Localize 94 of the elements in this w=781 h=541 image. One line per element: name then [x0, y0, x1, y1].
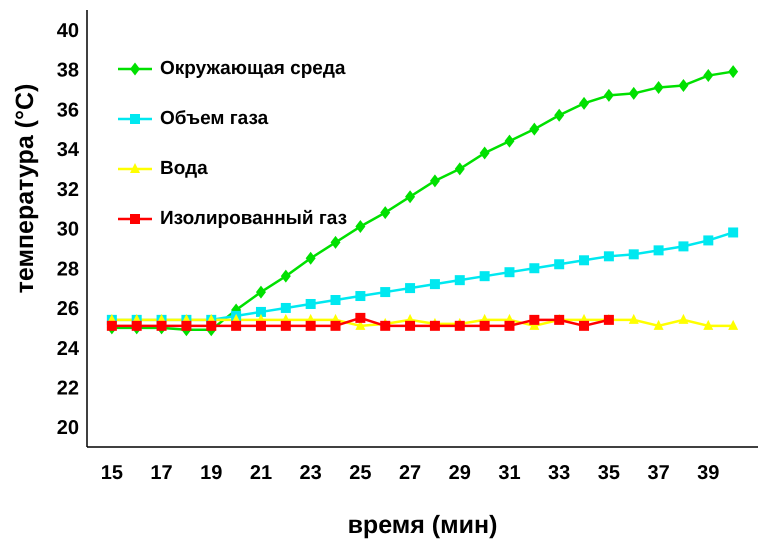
- point: [504, 267, 514, 278]
- point: [480, 320, 490, 331]
- point: [628, 86, 639, 100]
- point: [355, 220, 366, 234]
- x-tick-label: 23: [300, 462, 322, 484]
- point: [280, 302, 291, 313]
- y-tick-label: 32: [56, 178, 79, 201]
- point: [330, 295, 341, 306]
- point: [628, 314, 639, 324]
- point: [703, 320, 714, 330]
- point: [480, 271, 490, 282]
- x-tick-label: 37: [647, 462, 670, 484]
- x-tick-label: 17: [150, 462, 173, 484]
- point: [728, 320, 738, 330]
- point: [579, 320, 590, 331]
- point: [330, 236, 341, 249]
- point: [628, 249, 639, 260]
- point: [678, 241, 688, 252]
- point: [504, 134, 514, 148]
- point: [430, 279, 440, 290]
- point: [256, 286, 266, 299]
- point: [654, 80, 664, 94]
- point: [703, 235, 714, 246]
- point: [454, 275, 465, 286]
- point: [480, 146, 490, 160]
- legend-label: Объем газа: [160, 108, 268, 130]
- point: [106, 320, 117, 331]
- y-tick-label: 22: [56, 378, 79, 400]
- x-tick-label: 15: [100, 462, 123, 484]
- point: [604, 88, 614, 102]
- point: [306, 252, 316, 265]
- point: [355, 312, 366, 323]
- point: [132, 320, 142, 331]
- x-tick-label: 29: [448, 462, 471, 484]
- point: [579, 96, 590, 110]
- point: [554, 108, 564, 122]
- point: [654, 245, 664, 256]
- x-tick-label: 27: [398, 462, 422, 484]
- point: [306, 298, 316, 309]
- legend-label: Окружающая среда: [160, 58, 346, 80]
- legend-label: Изолированный газ: [160, 208, 348, 230]
- point: [529, 263, 540, 274]
- point: [678, 314, 688, 324]
- y-tick-label: 26: [56, 298, 79, 320]
- x-tick-label: 21: [250, 462, 272, 484]
- point: [504, 320, 514, 331]
- point: [306, 320, 316, 331]
- point: [554, 259, 564, 270]
- y-tick-label: 36: [56, 99, 79, 122]
- point: [355, 291, 366, 302]
- x-tick-label: 33: [548, 462, 570, 484]
- y-tick-label: 30: [56, 218, 79, 241]
- point: [280, 270, 291, 283]
- point: [678, 78, 688, 92]
- x-tick-label: 39: [697, 462, 720, 484]
- point: [206, 320, 216, 331]
- point: [231, 320, 242, 331]
- point: [703, 69, 714, 82]
- point: [529, 314, 540, 325]
- point: [380, 206, 390, 220]
- point: [156, 320, 167, 331]
- point: [579, 255, 590, 266]
- x-tick-label: 19: [200, 462, 222, 484]
- y-tick-label: 38: [56, 60, 79, 82]
- point: [280, 320, 291, 331]
- x-tick-label: 31: [498, 462, 521, 484]
- y-tick-label: 28: [56, 258, 79, 280]
- y-tick-label: 34: [56, 139, 80, 162]
- point: [604, 251, 614, 262]
- point: [529, 122, 540, 136]
- x-tick-label: 25: [349, 462, 372, 484]
- y-tick-label: 24: [56, 338, 80, 360]
- point: [728, 227, 738, 238]
- y-axis-title: температура (°C): [10, 84, 39, 294]
- legend-label: Вода: [160, 158, 208, 180]
- y-tick-label: 40: [56, 20, 79, 42]
- point: [256, 306, 266, 317]
- x-tick-label: 35: [598, 462, 620, 484]
- point: [654, 320, 664, 330]
- point: [405, 320, 416, 331]
- point: [380, 287, 390, 298]
- point: [181, 320, 192, 331]
- point: [380, 320, 390, 331]
- point: [430, 320, 440, 331]
- point: [728, 65, 738, 78]
- y-tick-label: 20: [56, 417, 79, 440]
- point: [330, 320, 341, 331]
- point: [405, 283, 416, 294]
- x-axis-title: время (мин): [348, 511, 498, 539]
- point: [454, 320, 465, 331]
- point: [405, 190, 416, 204]
- point: [256, 320, 266, 331]
- point: [430, 174, 440, 188]
- point: [454, 162, 465, 176]
